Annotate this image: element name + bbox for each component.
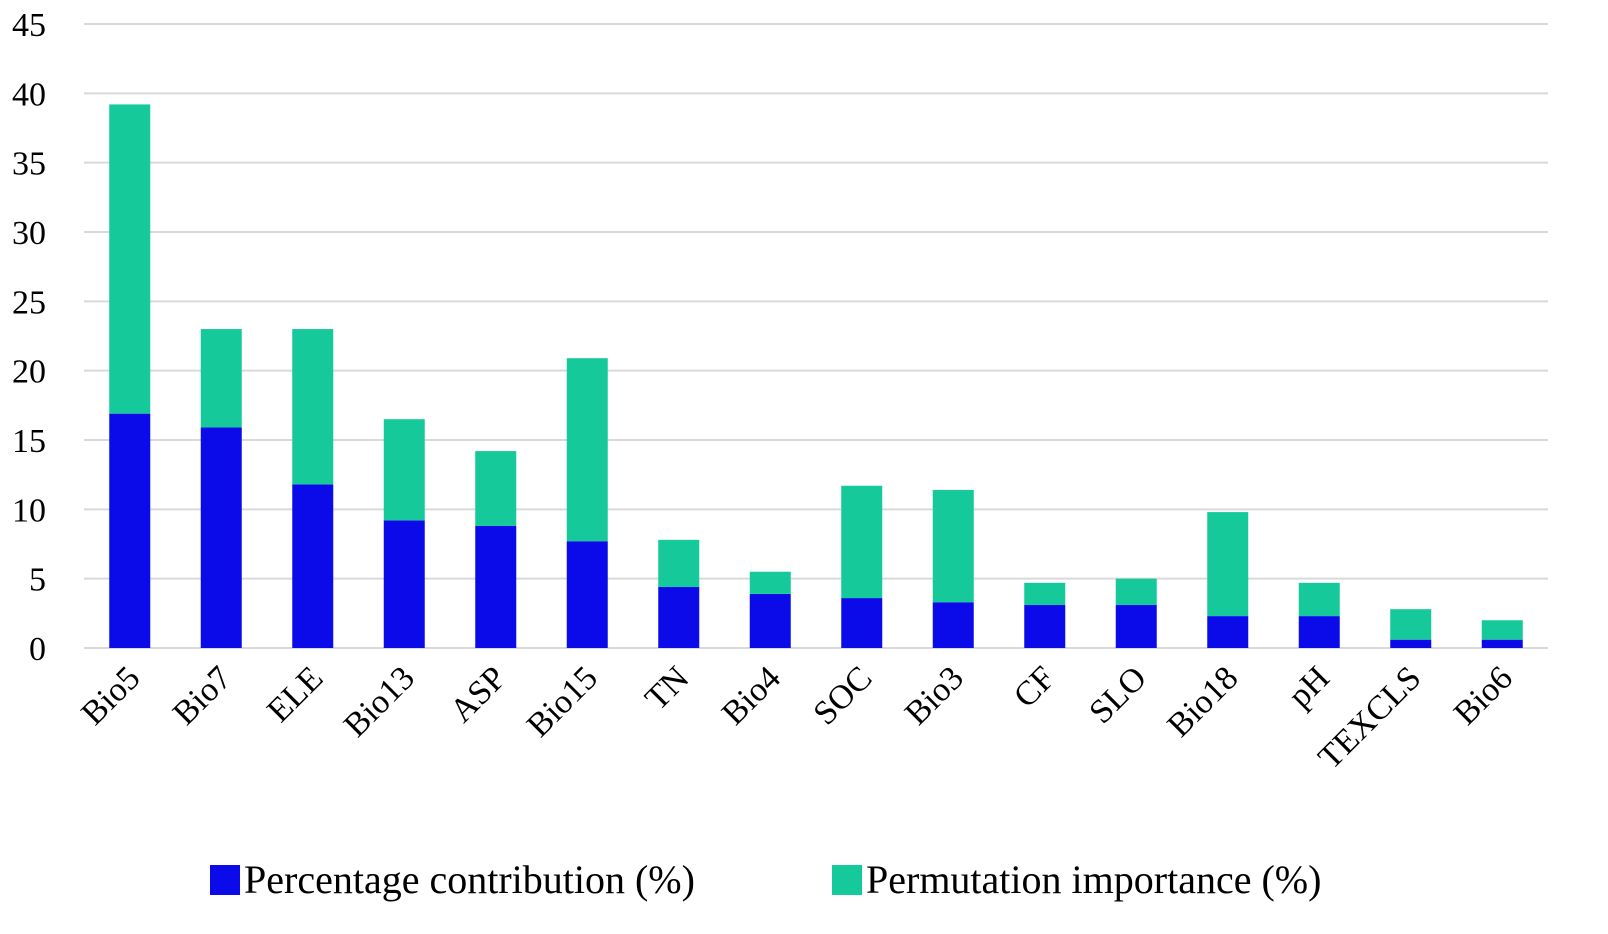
bar-soc-percentage-contribution: [841, 598, 883, 648]
bar-tn-percentage-contribution: [658, 586, 700, 648]
y-tick-label-25: 25: [12, 284, 46, 321]
bar-bio18-percentage-contribution: [1207, 616, 1249, 648]
bar-bio5-percentage-contribution: [109, 413, 151, 648]
legend: Percentage contribution (%) Permutation …: [210, 857, 1321, 902]
bar-bio3-percentage-contribution: [932, 602, 974, 648]
bar-bio3-permutation-importance: [932, 489, 974, 603]
x-tick-label-bio3: Bio3: [898, 659, 971, 732]
x-tick-label-soc: SOC: [806, 659, 879, 732]
bar-soc-permutation-importance: [841, 485, 883, 599]
x-tick-label-bio15: Bio15: [520, 659, 605, 744]
bar-asp-permutation-importance: [475, 451, 517, 526]
bar-bio6-permutation-importance: [1481, 620, 1523, 640]
legend-label-percentage-contribution: Percentage contribution (%): [244, 857, 695, 902]
bar-slo-percentage-contribution: [1115, 605, 1157, 648]
bar-bio18-permutation-importance: [1207, 512, 1249, 617]
bar-bio15-permutation-importance: [566, 358, 608, 542]
bar-bio15-percentage-contribution: [566, 541, 608, 648]
x-tick-label-bio5: Bio5: [74, 659, 147, 732]
bar-cf-percentage-contribution: [1024, 605, 1066, 648]
x-tick-label-cf: CF: [1007, 659, 1063, 715]
y-tick-label-35: 35: [12, 146, 46, 183]
bar-ph-percentage-contribution: [1298, 616, 1340, 648]
bar-bio13-permutation-importance: [383, 419, 425, 521]
x-tick-label-bio7: Bio7: [166, 659, 239, 732]
legend-label-permutation-importance: Permutation importance (%): [866, 857, 1321, 902]
y-tick-label-30: 30: [12, 215, 46, 252]
y-axis-tick-labels: 0 5 10 15 20 25 30 35 40 45: [12, 7, 46, 668]
bar-bio13-percentage-contribution: [383, 520, 425, 648]
bar-slo-permutation-importance: [1115, 578, 1157, 606]
bar-ele-permutation-importance: [292, 329, 334, 485]
bar-cf-permutation-importance: [1024, 582, 1066, 606]
bar-texcls-percentage-contribution: [1390, 639, 1432, 648]
bar-bio4-percentage-contribution: [749, 593, 791, 648]
bar-ele-percentage-contribution: [292, 484, 334, 648]
y-tick-label-40: 40: [12, 76, 46, 113]
bar-tn-permutation-importance: [658, 539, 700, 587]
x-tick-label-slo: SLO: [1082, 659, 1154, 731]
x-tick-label-bio18: Bio18: [1160, 659, 1245, 744]
y-tick-label-45: 45: [12, 7, 46, 44]
x-tick-label-ele: ELE: [260, 659, 330, 729]
y-tick-label-20: 20: [12, 354, 46, 391]
bar-asp-percentage-contribution: [475, 525, 517, 648]
bar-texcls-permutation-importance: [1390, 609, 1432, 640]
x-tick-label-bio13: Bio13: [337, 659, 422, 744]
legend-swatch-permutation-importance: [832, 865, 862, 895]
bar-bio7-percentage-contribution: [200, 427, 242, 648]
x-tick-label-bio4: Bio4: [715, 659, 788, 732]
y-tick-label-15: 15: [12, 423, 46, 460]
bar-bio6-percentage-contribution: [1481, 639, 1523, 648]
bar-bio4-permutation-importance: [749, 571, 791, 594]
bar-ph-permutation-importance: [1298, 582, 1340, 617]
y-tick-label-10: 10: [12, 492, 46, 529]
x-axis-tick-labels: Bio5 Bio7 ELE Bio13 ASP Bio15 TN Bio4 SOC Bio3 CF S…: [74, 659, 1519, 776]
bar-bio7-permutation-importance: [200, 329, 242, 428]
bar-bio5-permutation-importance: [109, 104, 151, 414]
y-tick-label-5: 5: [29, 562, 46, 599]
legend-swatch-percentage-contribution: [210, 865, 240, 895]
y-tick-label-0: 0: [29, 631, 46, 668]
x-tick-label-asp: ASP: [443, 659, 513, 729]
x-tick-label-tn: TN: [638, 659, 696, 717]
x-tick-label-ph: pH: [1281, 659, 1337, 715]
x-tick-label-bio6: Bio6: [1447, 659, 1520, 732]
x-tick-label-texcls: TEXCLS: [1311, 659, 1428, 776]
bars: [109, 104, 1523, 648]
